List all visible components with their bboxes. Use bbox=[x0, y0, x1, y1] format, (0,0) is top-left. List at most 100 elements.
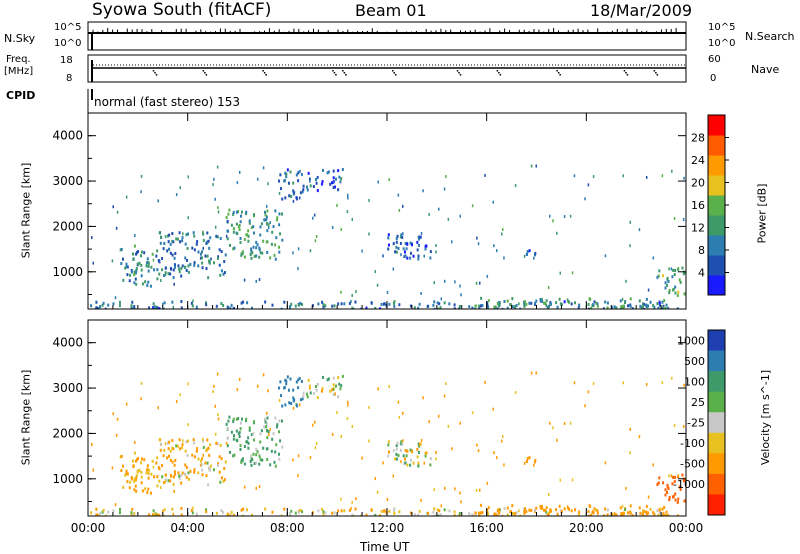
echo-cell bbox=[477, 304, 480, 308]
echo-cell bbox=[192, 438, 195, 442]
echo-cell bbox=[333, 185, 336, 189]
echo-cell bbox=[281, 404, 284, 408]
echo-cell bbox=[425, 451, 428, 455]
noise-cell bbox=[518, 509, 520, 513]
echo-cell bbox=[220, 476, 223, 480]
echo-cell bbox=[216, 235, 219, 239]
echo-cell bbox=[238, 435, 241, 439]
echo-cell bbox=[340, 384, 343, 388]
noise-cell bbox=[164, 235, 167, 239]
noise-cell bbox=[152, 465, 155, 469]
echo-cell bbox=[158, 307, 161, 309]
echo-cell bbox=[167, 240, 170, 244]
echo-cell bbox=[525, 252, 528, 256]
echo-cell bbox=[247, 441, 250, 445]
echo-cell bbox=[393, 507, 396, 511]
echo-cell bbox=[308, 384, 311, 388]
noise-cell bbox=[298, 403, 301, 407]
echo-cell bbox=[397, 247, 400, 251]
noise-cell bbox=[629, 427, 632, 431]
echo-cell bbox=[315, 385, 318, 389]
echo-cell bbox=[308, 177, 311, 181]
echo-cell bbox=[424, 247, 427, 251]
echo-cell bbox=[147, 471, 150, 475]
echo-cell bbox=[246, 440, 249, 444]
echo-cell bbox=[629, 304, 632, 308]
echo-cell bbox=[544, 301, 547, 305]
echo-cell bbox=[102, 508, 105, 512]
echo-cell bbox=[530, 301, 533, 305]
echo-cell bbox=[226, 229, 229, 233]
echo-cell bbox=[248, 426, 251, 430]
noise-cell bbox=[404, 449, 407, 453]
noise-cell bbox=[435, 457, 437, 461]
noise-cell bbox=[552, 219, 554, 223]
echo-cell bbox=[227, 212, 230, 216]
nave-dot bbox=[498, 72, 500, 74]
noise-cell bbox=[661, 381, 664, 385]
noise-cell bbox=[368, 439, 370, 443]
echo-cell bbox=[239, 427, 242, 431]
noise-cell bbox=[475, 488, 478, 492]
echo-cell bbox=[281, 445, 284, 449]
echo-cell bbox=[278, 179, 281, 183]
noise-cell bbox=[256, 384, 259, 388]
noise-cell bbox=[420, 439, 423, 443]
echo-cell bbox=[208, 468, 211, 472]
panel-bg bbox=[88, 113, 686, 309]
noise-cell bbox=[202, 230, 204, 234]
echo-cell bbox=[406, 256, 409, 260]
echo-cell bbox=[339, 387, 342, 391]
noise-cell bbox=[552, 426, 554, 430]
noise-cell bbox=[477, 242, 480, 246]
echo-cell bbox=[662, 513, 665, 516]
echo-cell bbox=[235, 417, 238, 421]
echo-cell bbox=[240, 253, 243, 257]
echo-cell bbox=[197, 264, 200, 268]
echo-cell bbox=[590, 514, 593, 516]
echo-cell bbox=[207, 446, 210, 450]
echo-cell bbox=[474, 514, 477, 516]
noise-cell bbox=[495, 249, 498, 253]
nave-dot bbox=[155, 74, 158, 76]
noise-cell bbox=[202, 437, 204, 441]
echo-cell bbox=[140, 457, 143, 461]
echo-cell bbox=[167, 447, 170, 451]
echo-cell bbox=[295, 173, 298, 177]
echo-cell bbox=[525, 509, 528, 513]
echo-cell bbox=[514, 512, 517, 516]
nave-dot bbox=[655, 72, 657, 74]
noise-cell bbox=[225, 441, 228, 445]
echo-cell bbox=[118, 304, 121, 308]
echo-cell bbox=[248, 428, 251, 432]
noise-cell bbox=[677, 267, 680, 271]
nave-dot bbox=[332, 70, 334, 72]
echo-cell bbox=[129, 480, 132, 484]
noise-cell bbox=[493, 451, 495, 455]
echo-cell bbox=[153, 305, 156, 309]
echo-cell bbox=[187, 477, 190, 481]
noise-cell bbox=[309, 386, 311, 390]
ytick-label: 3000 bbox=[52, 174, 83, 188]
echo-cell bbox=[672, 494, 675, 498]
echo-cell bbox=[278, 245, 281, 249]
noise-cell bbox=[573, 381, 576, 385]
echo-cell bbox=[302, 395, 305, 399]
echo-cell bbox=[159, 235, 162, 239]
echo-cell bbox=[506, 306, 509, 309]
echo-cell bbox=[253, 254, 256, 258]
echo-cell bbox=[416, 248, 419, 252]
power-cb-label: 4 bbox=[698, 267, 705, 280]
noise-cell bbox=[243, 485, 246, 489]
echo-cell bbox=[399, 241, 402, 245]
echo-cell bbox=[681, 473, 684, 477]
echo-cell bbox=[248, 221, 251, 225]
xtick-label: 00:00 bbox=[71, 521, 106, 535]
nave-dot bbox=[205, 74, 208, 76]
noise-cell bbox=[492, 407, 495, 411]
echo-cell bbox=[217, 255, 220, 259]
echo-cell bbox=[199, 252, 202, 256]
echo-cell bbox=[215, 304, 218, 308]
echo-cell bbox=[167, 479, 170, 483]
echo-cell bbox=[387, 454, 390, 458]
